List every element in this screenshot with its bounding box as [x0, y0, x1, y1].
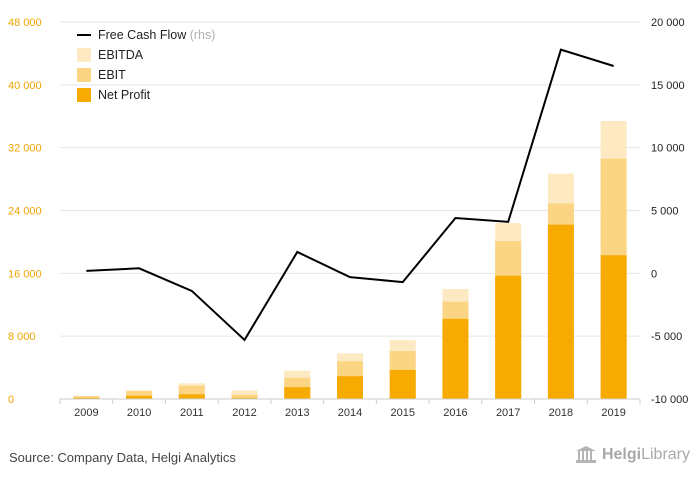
y-tick-label-left: 16 000: [8, 268, 42, 280]
y-tick-label-right: 15 000: [651, 80, 685, 92]
x-tick-label: 2010: [127, 407, 151, 419]
source-note: Source: Company Data, Helgi Analytics: [9, 450, 236, 465]
helgi-library-logo[interactable]: HelgiLibrary: [575, 446, 690, 464]
legend: Free Cash Flow (rhs) EBITDA EBIT Net Profit: [77, 28, 215, 102]
x-tick-label: 2018: [549, 407, 573, 419]
x-tick-label: 2019: [601, 407, 625, 419]
x-tick-label: 2009: [74, 407, 98, 419]
x-tick-label: 2013: [285, 407, 309, 419]
logo-text-bold: Helgi: [601, 446, 642, 463]
bar-net-profit: [442, 318, 469, 399]
legend-color-swatch: [77, 68, 91, 82]
bar-ebit: [126, 391, 153, 399]
bar-net-profit: [547, 224, 574, 399]
library-icon: [575, 446, 596, 463]
bar-net-profit: [73, 397, 100, 399]
grid-lines: [60, 21, 640, 400]
x-tick-label: 2015: [390, 407, 414, 419]
y-tick-label-left: 24 000: [8, 206, 42, 218]
fcf-line: [86, 48, 614, 342]
y-tick-label-right: 5 000: [651, 206, 679, 218]
bar-net-profit: [231, 397, 258, 399]
x-tick-label: 2012: [232, 407, 256, 419]
axes: 0 8 000 16 000 24 000 32 000 40 000 48 000 -10 …: [8, 17, 688, 419]
legend-label: Free Cash Flow (rhs): [98, 28, 215, 42]
x-tick-label: 2017: [496, 407, 520, 419]
y-tick-label-left: 48 000: [8, 17, 42, 29]
y-tick-label-right: 0: [651, 268, 657, 280]
bar-ebit: [231, 394, 258, 399]
legend-label: EBIT: [98, 68, 126, 82]
bar-net-profit: [126, 395, 153, 399]
bar-net-profit: [389, 369, 416, 399]
y-tick-label-right: 20 000: [651, 17, 685, 29]
bars: [73, 120, 627, 400]
y-tick-label-right: -5 000: [651, 331, 682, 343]
bar-net-profit: [495, 275, 522, 399]
y-tick-label-right: -10 000: [651, 394, 688, 406]
y-tick-label-left: 8 000: [8, 331, 36, 343]
legend-color-swatch: [77, 48, 91, 62]
y-tick-label-left: 0: [8, 394, 14, 406]
y-tick-label-left: 40 000: [8, 80, 42, 92]
y-tick-label-left: 32 000: [8, 143, 42, 155]
legend-label: EBITDA: [98, 48, 144, 62]
bar-ebit: [73, 396, 100, 399]
bar-net-profit: [337, 376, 363, 399]
x-tick-label: 2014: [338, 407, 362, 419]
legend-color-swatch: [77, 88, 91, 102]
x-tick-label: 2016: [443, 407, 467, 419]
logo-text: Library: [641, 446, 690, 463]
bar-net-profit: [178, 394, 205, 399]
y-tick-label-right: 10 000: [651, 143, 685, 155]
x-tick-label: 2011: [180, 407, 204, 419]
legend-label-suffix: (rhs): [186, 28, 215, 42]
legend-label: Net Profit: [98, 88, 151, 102]
fcf-line-layer: [86, 48, 614, 342]
bar-net-profit: [284, 387, 311, 399]
bar-net-profit: [600, 255, 627, 399]
